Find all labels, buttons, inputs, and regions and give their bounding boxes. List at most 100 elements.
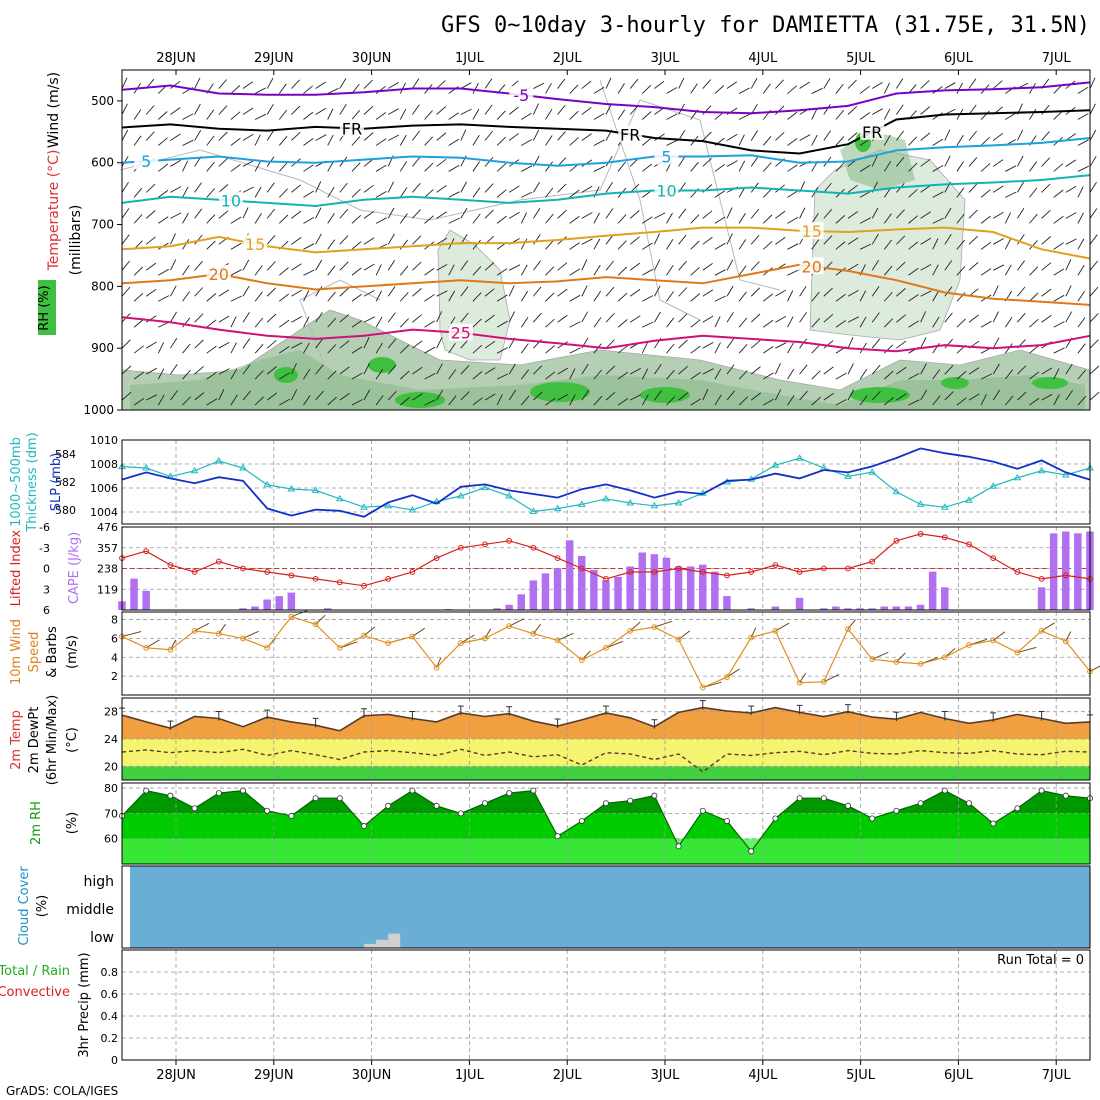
cape-bar <box>323 608 332 610</box>
wind-barb-10m <box>605 640 624 649</box>
wind-barb <box>351 214 362 224</box>
wind-barb <box>871 207 879 219</box>
wind-barb <box>484 183 494 193</box>
lifted-index-point <box>941 534 948 541</box>
wind-barb <box>1029 397 1040 406</box>
wind-barb <box>593 113 605 120</box>
wind-barb <box>944 82 956 89</box>
wind-speed-point <box>215 630 222 637</box>
wind-barb <box>533 260 541 271</box>
thickness-point <box>456 492 465 499</box>
wind-barb <box>617 109 626 120</box>
wind-barb <box>1065 285 1072 297</box>
rh2m-point <box>288 812 295 819</box>
wind-barb <box>266 287 277 297</box>
wind-barb <box>315 364 324 375</box>
wind-barb <box>750 235 760 245</box>
cape-bar <box>529 580 538 610</box>
wind-barb <box>1005 165 1017 172</box>
wind-barb <box>714 85 725 94</box>
rh-green-patch <box>1032 377 1068 389</box>
wind-barb <box>206 293 217 302</box>
wind-barb <box>496 394 503 406</box>
wind-barb <box>424 399 436 406</box>
wind-barb <box>533 82 545 89</box>
rh2m-unit-label: (%) <box>65 812 80 835</box>
wind-barb <box>1005 191 1017 198</box>
wind-barb <box>121 182 129 193</box>
wind-barb <box>1004 238 1012 250</box>
wind-barb <box>750 287 761 297</box>
isotherm-label: 20 <box>209 265 229 284</box>
cape-tick-label: 357 <box>97 542 118 555</box>
wind-barb <box>291 289 302 297</box>
date-label-top: 3JUL <box>651 51 681 66</box>
isotherm-label: 5 <box>661 148 671 167</box>
thickness-point <box>505 492 514 499</box>
wind-barb <box>351 188 361 198</box>
wind-barb <box>980 373 993 380</box>
wind-barb <box>762 136 772 146</box>
wind-barb <box>871 312 880 323</box>
wind-barb <box>254 343 264 354</box>
wind-barb <box>787 190 798 198</box>
wind-barb <box>642 295 654 302</box>
wind-barb <box>545 82 552 94</box>
wind-barb <box>194 129 202 141</box>
wind-barb <box>605 339 615 349</box>
wind-barb <box>158 216 169 224</box>
wind-speed-point <box>385 640 392 647</box>
wind-barb <box>1089 182 1097 193</box>
wind-barb <box>629 210 640 219</box>
wind-barb <box>387 259 396 271</box>
wind-barb <box>508 132 520 141</box>
wind-barb <box>617 371 629 380</box>
wind-barb-10m <box>581 650 591 661</box>
isotherm-line-15 <box>121 226 1091 260</box>
wind-barb <box>690 398 702 406</box>
wind-barb <box>980 241 992 250</box>
wind-barb <box>145 262 157 271</box>
wind-barb <box>787 85 797 94</box>
rh-green-patch <box>368 357 396 373</box>
wind-barb <box>399 213 408 224</box>
wind-barb <box>811 344 821 354</box>
wind-barb <box>1029 266 1039 276</box>
rh2m-point <box>578 817 585 824</box>
wind-barb <box>158 189 169 198</box>
wind-barb <box>726 160 738 167</box>
thickness-point <box>868 468 877 475</box>
wind-barb <box>738 265 747 276</box>
wind-barb <box>835 320 847 328</box>
wind-barb <box>763 319 774 328</box>
wind-barb <box>520 290 529 302</box>
cloud-cover-label: Cloud Cover <box>17 866 32 946</box>
rh2m-point <box>481 800 488 807</box>
wind-barb <box>557 209 567 219</box>
wind-barb <box>1089 260 1098 271</box>
wind-barb <box>315 285 323 297</box>
wind-barb <box>714 216 726 224</box>
wind-barb <box>1041 104 1050 115</box>
wind-barb <box>387 181 395 193</box>
wind-barb <box>278 162 288 172</box>
wind-barb <box>847 211 859 219</box>
wind-barb <box>980 268 992 276</box>
wind-barb <box>871 82 883 89</box>
instability-panel-frame <box>121 526 1091 611</box>
wind-barb <box>363 290 375 297</box>
wind-barb <box>799 364 808 375</box>
wind-barb <box>339 182 348 193</box>
wind-speed-line <box>121 616 1091 689</box>
wind-barb <box>678 287 688 297</box>
lifted-index-point <box>966 541 972 548</box>
wind-barb <box>629 289 641 297</box>
wind-barb <box>133 292 144 302</box>
wind-barb <box>1077 139 1089 146</box>
wind-barb <box>472 292 482 302</box>
wind-barb <box>992 132 1004 141</box>
wind-barb <box>605 286 615 297</box>
wind-barb <box>714 368 722 380</box>
wind-barb <box>448 290 456 302</box>
wind-barb <box>557 262 568 271</box>
